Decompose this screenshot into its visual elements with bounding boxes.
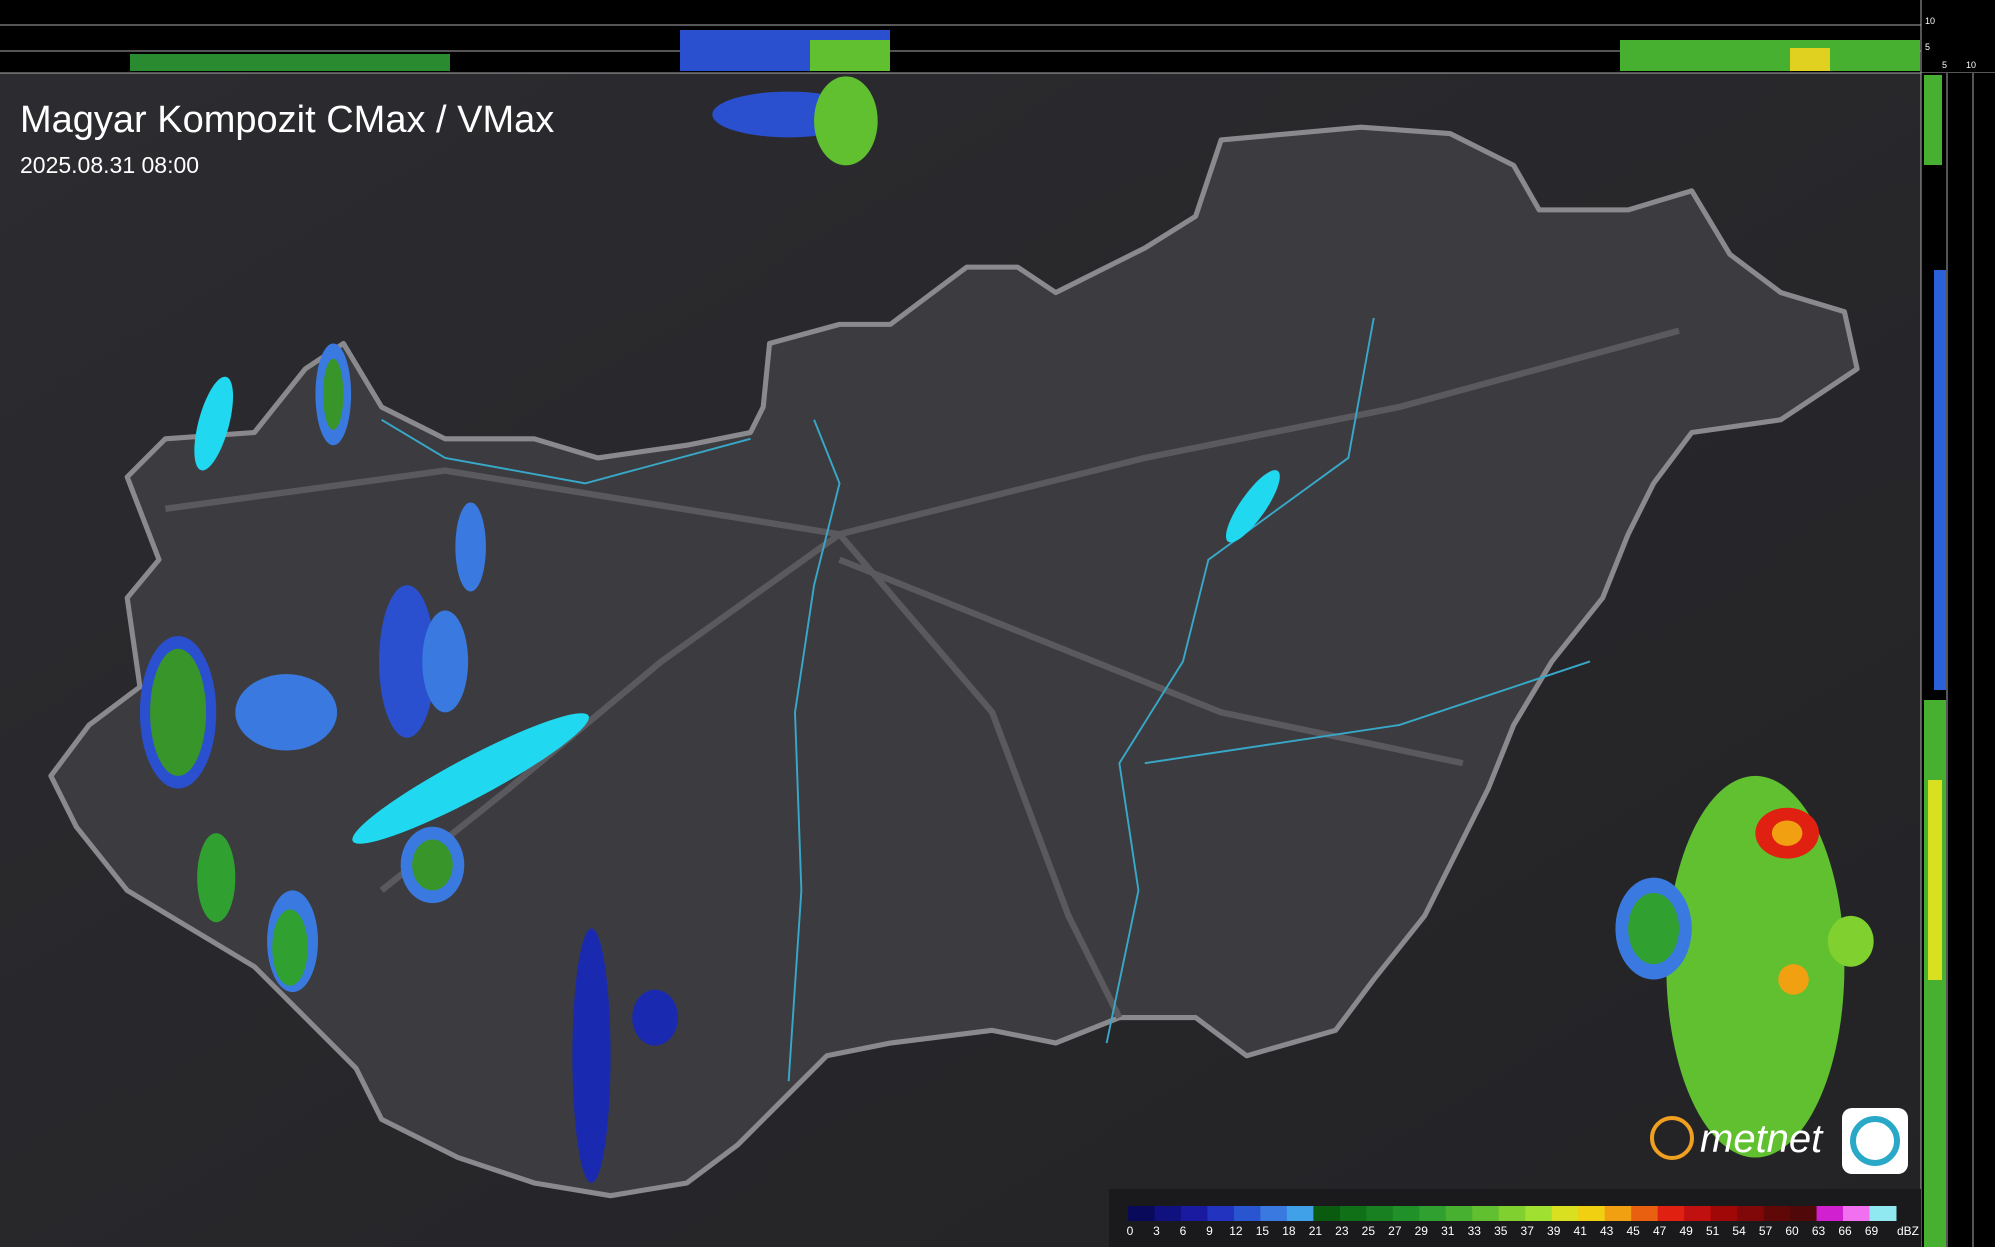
rivers	[381, 317, 1591, 1082]
profile-echo	[1924, 75, 1942, 165]
lake-tisza	[1226, 470, 1280, 543]
legend-swatch	[1710, 1206, 1738, 1221]
profile-echo	[1934, 270, 1946, 690]
logo-text: metnet	[1700, 1117, 1824, 1161]
legend-tick-label: 15	[1256, 1224, 1270, 1238]
logo: metnet	[1650, 1108, 1908, 1174]
legend-swatch	[1790, 1206, 1818, 1221]
profile-echo	[1790, 48, 1830, 71]
legend-tick-label: 0	[1127, 1224, 1134, 1238]
legend-swatch	[1233, 1206, 1261, 1221]
legend-swatch	[1313, 1206, 1341, 1221]
legend-swatch	[1260, 1206, 1288, 1221]
legend-tick-label: 47	[1653, 1224, 1667, 1238]
legend-swatch	[1498, 1206, 1526, 1221]
legend-tick-label: 60	[1785, 1224, 1799, 1238]
legend-tick-label: 63	[1812, 1224, 1826, 1238]
side-profile-label: 10	[1966, 60, 1976, 70]
legend-swatch	[1763, 1206, 1791, 1221]
country-outline	[48, 124, 1860, 1199]
map-timestamp: 2025.08.31 08:00	[20, 152, 199, 178]
map-title: Magyar Kompozit CMax / VMax	[20, 99, 554, 141]
legend-swatch	[1286, 1206, 1314, 1221]
legend-swatch	[1445, 1206, 1473, 1221]
legend-swatch	[1684, 1206, 1712, 1221]
legend-swatch	[1154, 1206, 1182, 1221]
legend-tick-label: 3	[1153, 1224, 1160, 1238]
legend-tick-label: 43	[1600, 1224, 1614, 1238]
legend-tick-label: 21	[1309, 1224, 1323, 1238]
legend-tick-label: 31	[1441, 1224, 1455, 1238]
legend-swatch	[1578, 1206, 1606, 1221]
top-profile-label: 10	[1925, 16, 1935, 26]
legend-tick-label: 23	[1335, 1224, 1349, 1238]
legend-tick-label: 9	[1206, 1224, 1213, 1238]
legend-tick-label: 49	[1679, 1224, 1693, 1238]
legend-swatch	[1339, 1206, 1367, 1221]
profile-echo	[130, 54, 450, 71]
logo-sun	[1650, 1116, 1694, 1160]
legend-swatch	[1551, 1206, 1579, 1221]
lake-balaton	[352, 713, 589, 844]
legend-tick-label: 66	[1838, 1224, 1852, 1238]
profile-echo	[810, 40, 890, 71]
legend-tick-label: 18	[1282, 1224, 1296, 1238]
legend-swatch	[1366, 1206, 1394, 1221]
legend-tick-label: 35	[1494, 1224, 1508, 1238]
legend-tick-label: 33	[1468, 1224, 1482, 1238]
radar-echoes	[139, 76, 1874, 1183]
legend-swatch	[1843, 1206, 1871, 1221]
legend-tick-label: 12	[1229, 1224, 1243, 1238]
legend-tick-label: 39	[1547, 1224, 1561, 1238]
side-profile-label: 5	[1942, 60, 1947, 70]
legend-swatch	[1472, 1206, 1500, 1221]
legend-unit: dBZ	[1897, 1224, 1919, 1238]
legend-swatch	[1737, 1206, 1765, 1221]
legend-swatch	[1657, 1206, 1685, 1221]
legend-swatch	[1180, 1206, 1208, 1221]
legend-tick-label: 25	[1362, 1224, 1376, 1238]
top-profile-label: 5	[1925, 42, 1930, 52]
legend-tick-label: 69	[1865, 1224, 1879, 1238]
legend-swatch	[1631, 1206, 1659, 1221]
map-layer	[48, 76, 1874, 1199]
legend-swatch	[1419, 1206, 1447, 1221]
legend-tick-label: 54	[1732, 1224, 1746, 1238]
color-legend: 0 3 6 9 12 15 18 21 23 25 27 29 31 33 35 37 39 41 43 45 47 49…	[1127, 1206, 1919, 1238]
legend-tick-label: 29	[1415, 1224, 1429, 1238]
legend-swatch	[1604, 1206, 1632, 1221]
legend-swatch	[1392, 1206, 1420, 1221]
legend-swatch	[1128, 1206, 1155, 1221]
legend-tick-label: 57	[1759, 1224, 1773, 1238]
legend-tick-label: 6	[1180, 1224, 1187, 1238]
legend-tick-label: 27	[1388, 1224, 1402, 1238]
legend-tick-label: 45	[1626, 1224, 1640, 1238]
legend-swatch	[1207, 1206, 1235, 1221]
legend-tick-label: 51	[1706, 1224, 1720, 1238]
legend-swatch	[1869, 1206, 1897, 1221]
lake-neusiedl	[194, 376, 234, 471]
legend-swatch	[1525, 1206, 1553, 1221]
legend-tick-label: 41	[1574, 1224, 1588, 1238]
profile-echo	[1928, 780, 1942, 980]
logo-swirl	[1850, 1116, 1900, 1166]
profile-echo	[1620, 40, 1920, 71]
legend-tick-label: 37	[1521, 1224, 1535, 1238]
legend-swatch	[1816, 1206, 1844, 1221]
